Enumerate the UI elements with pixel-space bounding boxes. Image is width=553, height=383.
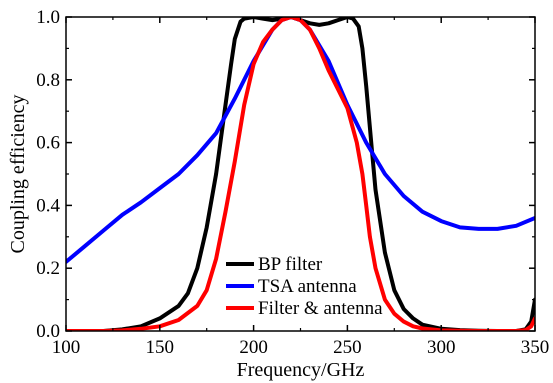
legend-label-1: TSA antenna	[258, 276, 357, 297]
y-tick-label: 0.2	[36, 258, 60, 279]
x-tick-label: 100	[52, 337, 81, 358]
axes-layer: 100 150 200 250 300 350 0.0 0.2 0.4 0.6 0.8 1.0	[36, 7, 549, 358]
x-tick-label: 250	[333, 337, 362, 358]
series-line-0	[66, 17, 535, 331]
y-tick-label: 0.6	[36, 133, 60, 154]
series-line-1	[66, 17, 535, 264]
x-axis-title: Frequency/GHz	[237, 359, 365, 381]
legend-label-2: Filter & antenna	[258, 298, 383, 319]
x-tick-label: 350	[521, 337, 550, 358]
y-axis-title: Coupling efficiency	[7, 94, 29, 253]
y-tick-label: 0.8	[36, 70, 60, 91]
y-tick-label: 1.0	[36, 7, 60, 28]
legend-label-0: BP filter	[258, 254, 323, 275]
x-tick-label: 300	[427, 337, 456, 358]
y-tick-label: 0.4	[36, 195, 60, 216]
x-tick-label: 200	[239, 337, 268, 358]
x-tick-label: 150	[146, 337, 175, 358]
y-tick-label: 0.0	[36, 321, 60, 342]
